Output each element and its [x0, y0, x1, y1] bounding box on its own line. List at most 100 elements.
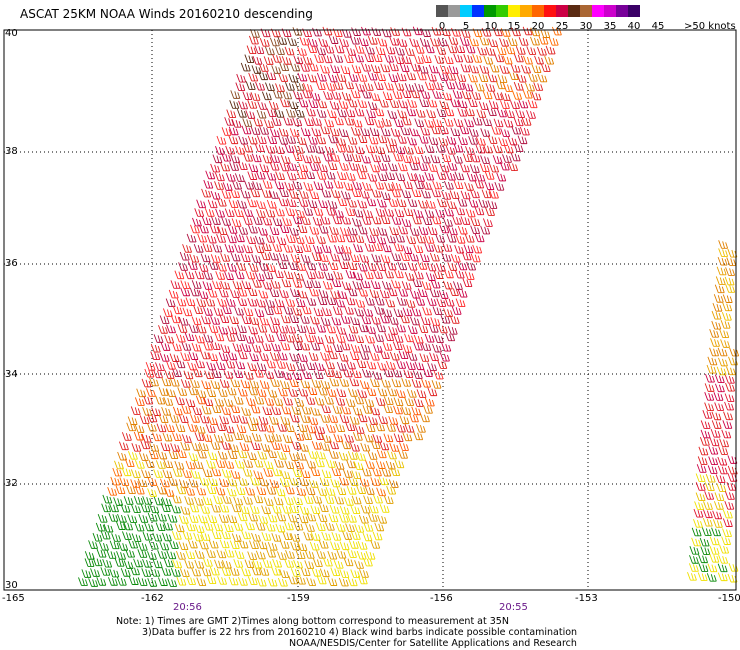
- wind-barb: [400, 314, 410, 324]
- wind-barb: [367, 35, 378, 45]
- wind-barb: [335, 423, 346, 432]
- wind-barb: [170, 314, 181, 324]
- wind-barb: [697, 572, 708, 581]
- wind-barb: [213, 522, 224, 532]
- wind-barb: [459, 163, 470, 173]
- wind-barb: [317, 487, 328, 496]
- wind-barb: [339, 38, 349, 47]
- wind-barb: [258, 514, 269, 524]
- wind-barb: [157, 549, 168, 559]
- wind-barb: [205, 297, 216, 307]
- wind-barb: [415, 173, 425, 182]
- wind-barb: [409, 127, 420, 137]
- wind-barb: [439, 224, 450, 234]
- wind-barb: [430, 37, 440, 47]
- wind-barb: [185, 398, 196, 407]
- wind-barb: [318, 503, 329, 513]
- wind-barb: [165, 423, 175, 433]
- wind-barb: [292, 152, 303, 162]
- wind-barb: [115, 485, 126, 495]
- wind-barb: [169, 414, 180, 423]
- wind-barb: [478, 73, 489, 83]
- wind-barb: [246, 45, 257, 55]
- wind-barb: [402, 344, 413, 353]
- wind-barb: [725, 267, 736, 276]
- wind-barb: [250, 126, 261, 135]
- wind-barb: [276, 236, 287, 245]
- wind-barb: [407, 136, 417, 146]
- wind-barb: [370, 540, 381, 549]
- wind-barb: [323, 179, 334, 189]
- wind-barb: [172, 342, 182, 352]
- wind-barb: [282, 90, 293, 100]
- wind-barb: [447, 326, 458, 335]
- wind-barb: [316, 323, 326, 333]
- wind-barb: [201, 315, 211, 325]
- wind-barb: [304, 235, 315, 244]
- wind-barb: [433, 270, 444, 279]
- wind-barb: [405, 299, 416, 308]
- wind-barb: [450, 127, 461, 137]
- wind-barb: [351, 369, 362, 379]
- wind-barb: [530, 36, 540, 46]
- wind-barb: [503, 83, 513, 92]
- wind-barb: [437, 324, 448, 334]
- wind-barb: [227, 477, 238, 487]
- wind-barb: [225, 172, 236, 182]
- wind-barb: [363, 495, 374, 504]
- wind-barb: [371, 153, 382, 163]
- wind-barb: [224, 460, 235, 469]
- wind-barb: [353, 243, 363, 253]
- wind-barb: [267, 449, 277, 459]
- wind-barb: [292, 306, 303, 316]
- wind-barb: [380, 191, 391, 200]
- wind-barb: [443, 117, 454, 127]
- wind-barb: [425, 199, 436, 209]
- wind-barb: [230, 378, 241, 388]
- wind-barb: [280, 341, 291, 351]
- wind-barb: [711, 420, 722, 429]
- wind-barb: [123, 521, 134, 531]
- wind-barb: [465, 146, 475, 155]
- wind-barb: [288, 575, 299, 585]
- wind-barb: [427, 387, 438, 397]
- wind-barb: [252, 559, 263, 569]
- wind-barb: [394, 459, 405, 469]
- wind-barb: [379, 350, 390, 360]
- wind-barb: [294, 460, 305, 470]
- wind-barb: [264, 433, 275, 443]
- wind-barb: [711, 527, 721, 537]
- wind-barb: [371, 27, 382, 36]
- wind-barb: [370, 280, 381, 289]
- wind-barb: [228, 576, 239, 586]
- wind-barb: [413, 55, 424, 64]
- wind-barb: [252, 55, 263, 65]
- wind-barb: [477, 46, 487, 56]
- wind-barb: [233, 496, 244, 506]
- wind-barb: [278, 387, 288, 397]
- wind-barb: [235, 233, 245, 243]
- wind-barb: [180, 352, 191, 361]
- wind-barb: [375, 460, 386, 469]
- wind-barb: [149, 504, 160, 514]
- wind-barb: [235, 145, 245, 155]
- wind-barb: [112, 467, 123, 477]
- wind-barb: [493, 118, 504, 128]
- wind-barb: [296, 262, 307, 271]
- wind-barb: [365, 460, 375, 469]
- wind-barb: [294, 108, 305, 118]
- wind-barb: [226, 109, 237, 118]
- wind-barb: [216, 234, 227, 243]
- wind-barb: [409, 227, 420, 236]
- wind-barb: [269, 128, 280, 137]
- wind-barb: [441, 252, 452, 262]
- wind-barb: [306, 512, 317, 522]
- wind-barb: [151, 407, 162, 416]
- wind-barb: [411, 378, 422, 388]
- legend-label-50-knots: >50 knots: [684, 21, 736, 32]
- wind-barb: [429, 288, 440, 298]
- wind-barb: [332, 369, 343, 379]
- wind-barb: [700, 429, 711, 439]
- wind-barb: [247, 135, 258, 145]
- wind-barb: [500, 28, 511, 37]
